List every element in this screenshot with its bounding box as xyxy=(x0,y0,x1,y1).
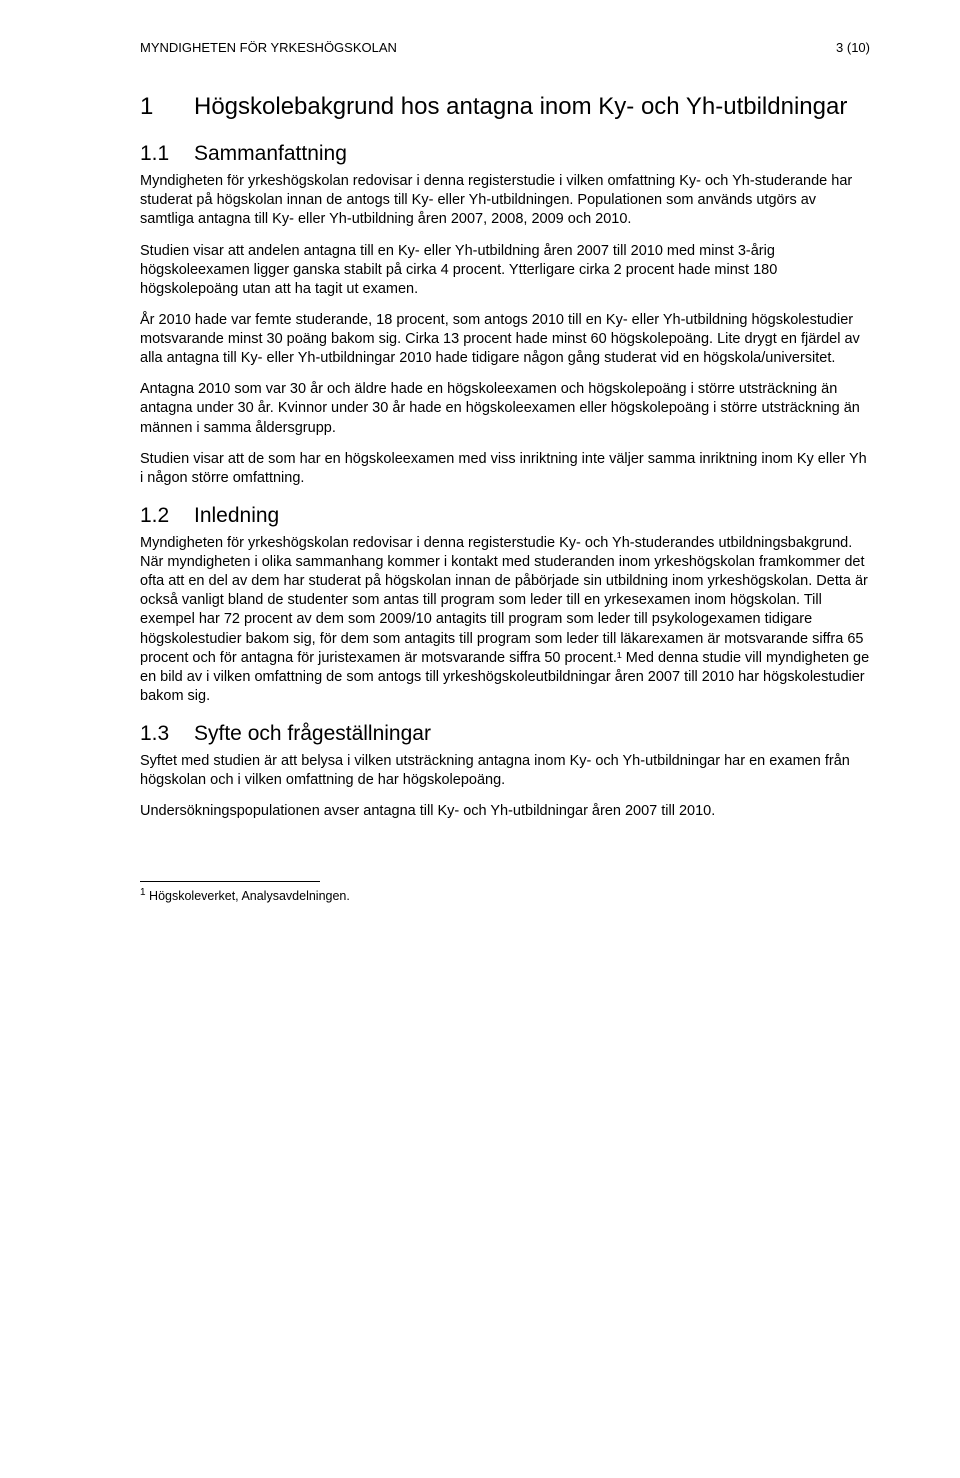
body-paragraph: Undersökningspopulationen avser antagna … xyxy=(140,802,870,821)
section-1-2-title: Inledning xyxy=(194,504,279,527)
page-container: MYNDIGHETEN FÖR YRKESHÖGSKOLAN 3 (10) 1H… xyxy=(0,0,960,945)
body-paragraph: Antagna 2010 som var 30 år och äldre had… xyxy=(140,380,870,437)
footnote-separator xyxy=(140,881,320,882)
footnote: 1 Högskoleverket, Analysavdelningen. xyxy=(140,886,870,905)
section-1-3-number: 1.3 xyxy=(140,722,194,746)
main-heading: 1Högskolebakgrund hos antagna inom Ky- o… xyxy=(140,91,870,122)
body-paragraph: År 2010 hade var femte studerande, 18 pr… xyxy=(140,311,870,368)
section-1-1-heading: 1.1Sammanfattning xyxy=(140,142,870,166)
section-1-2-heading: 1.2Inledning xyxy=(140,504,870,528)
main-heading-number: 1 xyxy=(140,91,194,122)
section-1-3-title: Syfte och frågeställningar xyxy=(194,722,431,745)
footnote-text: Högskoleverket, Analysavdelningen. xyxy=(146,890,350,904)
body-paragraph: Syftet med studien är att belysa i vilke… xyxy=(140,752,870,790)
section-1-1-number: 1.1 xyxy=(140,142,194,166)
page-number: 3 (10) xyxy=(836,40,870,55)
section-1-3-heading: 1.3Syfte och frågeställningar xyxy=(140,722,870,746)
body-paragraph: Myndigheten för yrkeshögskolan redovisar… xyxy=(140,172,870,229)
main-heading-text: Högskolebakgrund hos antagna inom Ky- oc… xyxy=(194,93,847,120)
page-header: MYNDIGHETEN FÖR YRKESHÖGSKOLAN 3 (10) xyxy=(140,40,870,55)
section-1-2-number: 1.2 xyxy=(140,504,194,528)
body-paragraph: Myndigheten för yrkeshögskolan redovisar… xyxy=(140,534,870,706)
section-1-1-title: Sammanfattning xyxy=(194,142,347,165)
body-paragraph: Studien visar att de som har en högskole… xyxy=(140,450,870,488)
body-paragraph: Studien visar att andelen antagna till e… xyxy=(140,242,870,299)
org-name: MYNDIGHETEN FÖR YRKESHÖGSKOLAN xyxy=(140,40,397,55)
